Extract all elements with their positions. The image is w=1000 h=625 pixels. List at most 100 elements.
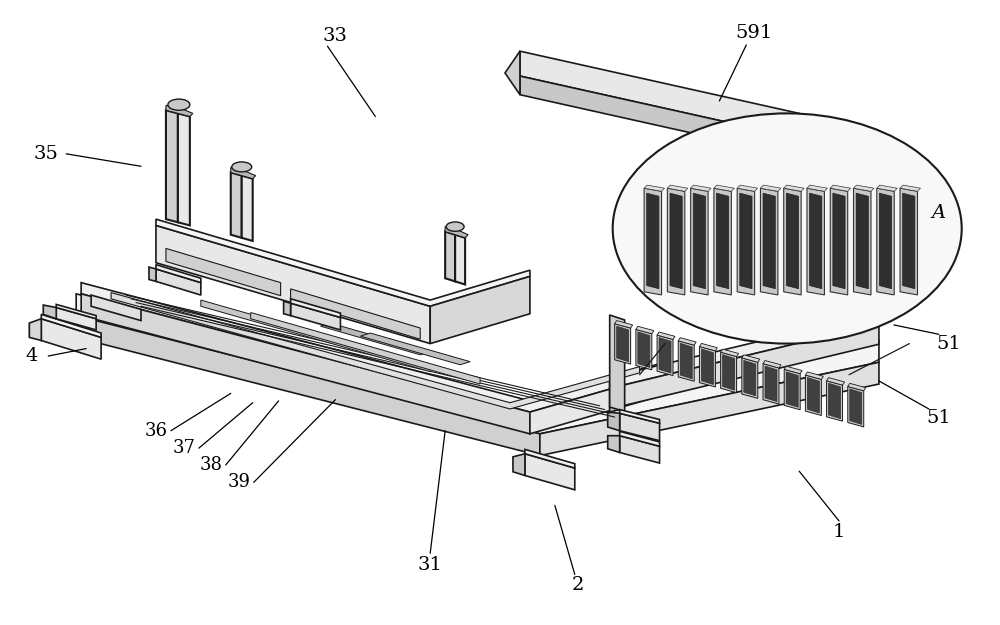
Polygon shape	[56, 304, 96, 319]
Polygon shape	[693, 193, 705, 289]
Polygon shape	[827, 378, 845, 385]
Polygon shape	[525, 454, 575, 490]
Polygon shape	[833, 193, 845, 289]
Polygon shape	[166, 110, 178, 222]
Polygon shape	[784, 366, 802, 374]
Polygon shape	[760, 188, 778, 295]
Polygon shape	[717, 193, 729, 289]
Polygon shape	[242, 176, 253, 241]
Polygon shape	[723, 355, 735, 390]
Polygon shape	[667, 188, 685, 295]
Polygon shape	[615, 321, 633, 328]
Polygon shape	[714, 188, 731, 295]
Polygon shape	[111, 292, 640, 409]
Polygon shape	[742, 355, 760, 362]
Polygon shape	[178, 113, 190, 226]
Polygon shape	[530, 374, 665, 434]
Polygon shape	[807, 378, 819, 413]
Polygon shape	[667, 185, 688, 191]
Polygon shape	[284, 301, 291, 316]
Polygon shape	[29, 319, 41, 341]
Polygon shape	[737, 188, 755, 295]
Polygon shape	[638, 332, 650, 367]
Polygon shape	[721, 349, 739, 357]
Polygon shape	[520, 76, 799, 157]
Ellipse shape	[446, 222, 464, 231]
Polygon shape	[659, 338, 671, 373]
Polygon shape	[91, 295, 141, 321]
Ellipse shape	[232, 162, 252, 172]
Polygon shape	[691, 188, 708, 295]
Text: 37: 37	[172, 439, 195, 457]
Polygon shape	[620, 409, 660, 423]
Polygon shape	[540, 362, 879, 456]
Polygon shape	[714, 185, 734, 191]
Polygon shape	[445, 232, 455, 281]
Polygon shape	[636, 326, 654, 334]
Polygon shape	[678, 341, 694, 381]
Polygon shape	[830, 185, 851, 191]
Polygon shape	[156, 226, 430, 344]
Polygon shape	[505, 51, 520, 95]
Polygon shape	[900, 185, 920, 191]
Polygon shape	[644, 188, 662, 295]
Text: 2: 2	[572, 576, 584, 594]
Polygon shape	[760, 185, 781, 191]
Polygon shape	[251, 312, 480, 384]
Polygon shape	[320, 323, 430, 355]
Polygon shape	[455, 235, 465, 284]
Polygon shape	[445, 227, 468, 238]
Polygon shape	[647, 193, 659, 289]
Polygon shape	[291, 303, 340, 330]
Polygon shape	[829, 383, 841, 419]
Polygon shape	[81, 294, 530, 434]
Polygon shape	[41, 319, 101, 359]
Polygon shape	[903, 193, 915, 289]
Polygon shape	[608, 436, 620, 452]
Text: 1: 1	[833, 522, 845, 541]
Polygon shape	[805, 375, 821, 416]
Polygon shape	[680, 343, 692, 379]
Polygon shape	[678, 338, 696, 345]
Polygon shape	[763, 361, 781, 368]
Polygon shape	[610, 324, 879, 409]
Polygon shape	[76, 316, 540, 456]
Text: 51: 51	[936, 334, 961, 352]
Polygon shape	[900, 188, 918, 295]
Text: 33: 33	[323, 27, 348, 44]
Polygon shape	[231, 168, 256, 179]
Polygon shape	[615, 324, 631, 364]
Polygon shape	[430, 276, 530, 344]
Polygon shape	[149, 267, 156, 281]
Polygon shape	[721, 352, 737, 392]
Polygon shape	[850, 389, 862, 424]
Polygon shape	[763, 193, 775, 289]
Polygon shape	[799, 113, 814, 157]
Polygon shape	[744, 121, 809, 163]
Polygon shape	[644, 185, 665, 191]
Polygon shape	[610, 312, 879, 388]
Polygon shape	[525, 449, 575, 468]
Polygon shape	[617, 326, 629, 362]
Polygon shape	[763, 364, 779, 404]
Polygon shape	[156, 264, 201, 282]
Polygon shape	[610, 315, 625, 411]
Polygon shape	[830, 188, 848, 295]
Polygon shape	[691, 185, 711, 191]
Text: 39: 39	[227, 473, 250, 491]
Polygon shape	[610, 375, 620, 412]
Polygon shape	[848, 383, 866, 391]
Polygon shape	[291, 299, 340, 318]
Polygon shape	[231, 173, 242, 238]
Text: 591: 591	[736, 24, 773, 41]
Polygon shape	[765, 366, 777, 402]
Polygon shape	[805, 372, 823, 379]
Polygon shape	[848, 386, 864, 427]
Polygon shape	[854, 188, 871, 295]
Polygon shape	[81, 282, 665, 412]
Text: 36: 36	[144, 422, 167, 440]
Polygon shape	[166, 105, 193, 116]
Polygon shape	[784, 185, 804, 191]
Polygon shape	[76, 294, 879, 434]
Polygon shape	[744, 361, 756, 396]
